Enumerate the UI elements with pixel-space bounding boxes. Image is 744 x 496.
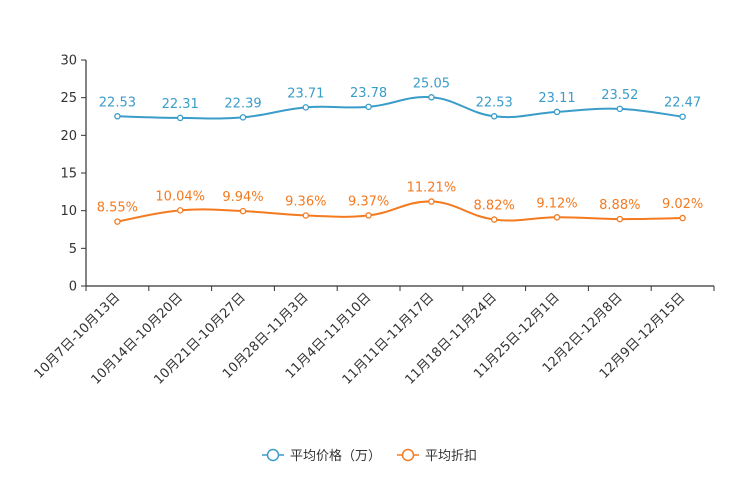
data-point[interactable]: [176, 207, 184, 214]
data-label: 8.88%: [599, 198, 640, 213]
data-point[interactable]: [239, 207, 247, 215]
y-tick-label: 0: [69, 280, 77, 295]
data-point[interactable]: [553, 108, 561, 116]
data-label: 8.82%: [474, 199, 515, 214]
y-tick-label: 20: [60, 129, 77, 144]
series-layer: 22.53 22.31 22.39 23.71 23.78 25.05 22.53 23.11…: [97, 76, 703, 225]
data-label: 9.36%: [285, 194, 326, 209]
data-label: 22.31: [162, 97, 199, 112]
y-tick-label: 10: [60, 204, 77, 219]
data-label: 9.12%: [536, 196, 577, 211]
data-point[interactable]: [302, 212, 310, 219]
data-label: 8.55%: [97, 201, 138, 216]
data-label: 23.52: [601, 88, 638, 103]
data-label: 22.47: [664, 96, 701, 111]
x-axis: 10月7日-10月13日10月14日-10月20日10月21日-10月27日10…: [32, 285, 715, 388]
data-point[interactable]: [490, 216, 498, 223]
y-axis: 0 5 10 15 20 25 30: [60, 54, 87, 295]
data-label: 23.11: [538, 91, 575, 106]
data-label: 10.04%: [155, 189, 205, 204]
legend-item-1[interactable]: 平均折扣: [397, 448, 477, 464]
y-tick-label: 25: [60, 91, 77, 106]
series-0: 22.53 22.31 22.39 23.71 23.78 25.05 22.53 23.11…: [99, 76, 701, 122]
legend-label: 平均价格（万）: [290, 448, 381, 464]
data-label: 23.71: [287, 86, 324, 101]
legend[interactable]: 平均价格（万） 平均折扣: [262, 448, 477, 464]
data-label: 22.39: [224, 96, 261, 111]
data-point[interactable]: [679, 113, 686, 120]
data-label: 9.37%: [348, 194, 389, 209]
data-point[interactable]: [616, 215, 624, 223]
data-label: 9.94%: [222, 190, 263, 205]
data-point[interactable]: [679, 214, 686, 222]
data-point[interactable]: [239, 114, 247, 121]
data-point[interactable]: [428, 198, 435, 205]
data-point[interactable]: [490, 113, 498, 120]
series-line: [117, 200, 683, 223]
legend-label: 平均折扣: [425, 449, 477, 464]
series-1: 8.55% 10.04% 9.94% 9.36% 9.37% 11.21% 8.82% 9.1…: [97, 181, 703, 225]
data-label: 22.53: [476, 95, 513, 110]
legend-marker: [401, 448, 415, 462]
data-label: 23.78: [350, 86, 387, 101]
data-label: 9.02%: [662, 197, 703, 212]
data-label: 11.21%: [407, 181, 457, 196]
y-tick-label: 15: [60, 167, 77, 182]
data-point[interactable]: [365, 212, 372, 219]
data-label: 25.05: [413, 76, 450, 91]
y-tick-label: 30: [60, 54, 77, 69]
data-label: 22.53: [99, 95, 136, 110]
data-point[interactable]: [553, 214, 561, 221]
data-point[interactable]: [114, 218, 121, 225]
data-point[interactable]: [428, 94, 435, 101]
legend-marker: [266, 448, 280, 462]
data-point[interactable]: [302, 104, 310, 111]
data-point[interactable]: [616, 105, 624, 113]
series-line: [117, 96, 683, 120]
data-point[interactable]: [176, 114, 184, 122]
data-point[interactable]: [365, 103, 372, 111]
data-point[interactable]: [114, 113, 121, 120]
legend-item-0[interactable]: 平均价格（万）: [262, 448, 381, 464]
y-tick-label: 5: [69, 242, 77, 257]
